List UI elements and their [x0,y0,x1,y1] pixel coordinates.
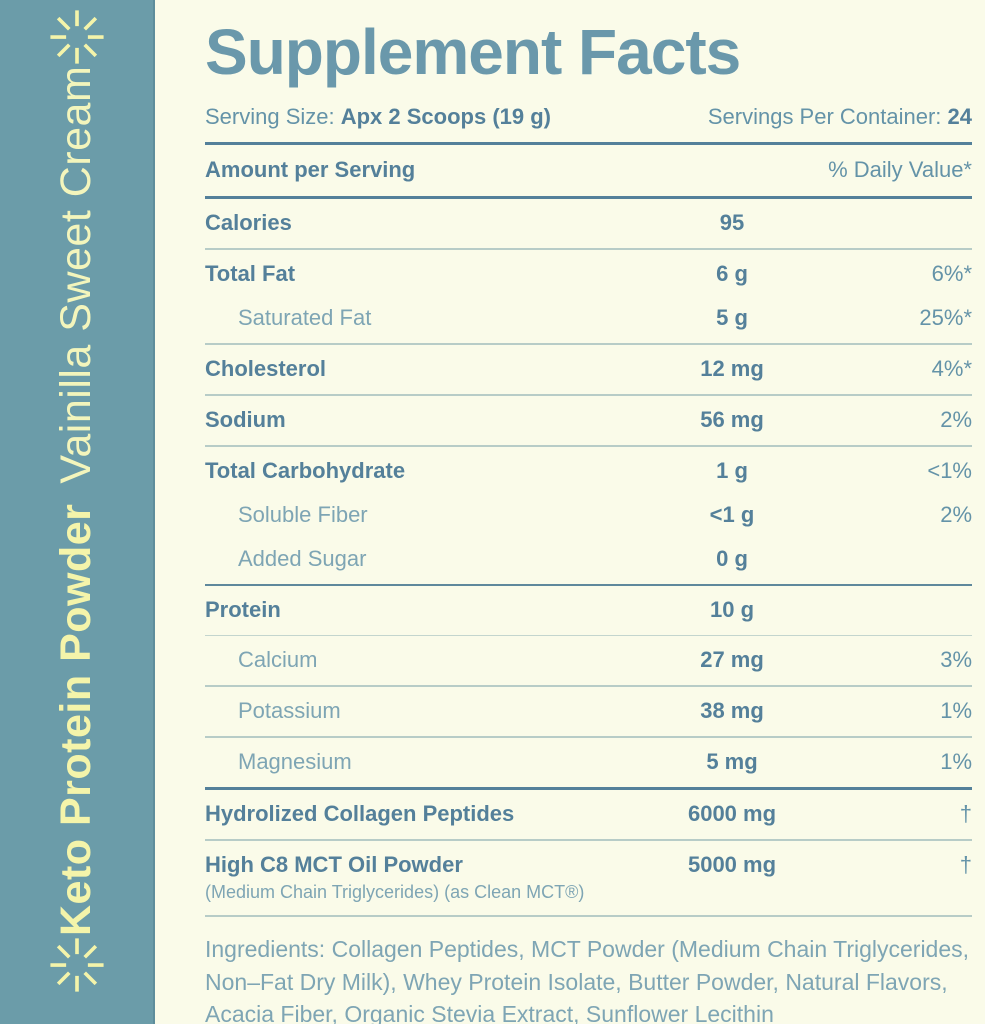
nutrient-amount: 5 mg [706,749,758,774]
ingredient-amount: 6000 mg [687,801,777,826]
divider-thick [205,787,972,790]
facts-panel: Supplement Facts Serving Size: Apx 2 Sco… [155,0,985,1024]
page-title: Supplement Facts [205,16,741,88]
nutrient-label: Saturated Fat [238,305,372,330]
nutrient-amount: 27 mg [700,647,764,672]
divider-thin [205,343,972,345]
table-header-row: Amount per Serving % Daily Value* [205,145,972,196]
nutrient-amount: 5 g [716,305,748,330]
nutrient-amount: 0 g [716,546,748,571]
divider-thick [205,196,972,199]
nutrient-dv: 6%* [931,261,972,286]
servings-per-container: Servings Per Container: 24 [708,104,972,130]
nutrient-amount: 56 mg [700,407,764,432]
ingredient-name: High C8 MCT Oil Powder [205,852,463,877]
nutrient-dv: 25%* [919,305,972,330]
nutrient-label: Calcium [238,647,318,672]
divider-thin [205,915,972,917]
divider-thin [205,685,972,687]
servings-per-container-value: 24 [947,104,972,129]
table-row: Total Carbohydrate 1 g <1% [205,447,972,496]
table-row: Calories 95 [205,199,972,248]
table-row: Sodium 56 mg 2% [205,396,972,445]
flavor-sidebar: Keto Protein Powder Vainilla Sweet Cream [0,0,155,1024]
nutrient-amount: 10 g [709,597,755,622]
servings-per-container-label: Servings Per Container: [707,104,948,129]
table-row: Cholesterol 12 mg 4%* [205,345,972,394]
divider-thick [205,142,972,145]
nutrient-dv: 1% [940,698,972,723]
daily-value-dagger: † [959,801,972,826]
divider-medium [205,584,972,586]
nutrient-amount: 12 mg [700,356,764,381]
nutrient-label: Calories [205,210,292,235]
ingredient-label: High C8 MCT Oil Powder (Medium Chain Tri… [205,852,632,903]
nutrient-dv: 2% [940,407,972,432]
nutrient-amount: <1 g [709,502,755,527]
nutrient-dv: 1% [940,749,972,774]
divider-thin [205,445,972,447]
table-row: Total Fat 6 g 6%* [205,250,972,299]
daily-value-dagger: † [959,852,972,877]
daily-value-header: % Daily Value* [828,157,972,182]
nutrient-amount: 38 mg [700,698,764,723]
starburst-icon [49,938,104,992]
nutrient-dv: 4%* [931,356,972,381]
nutrient-amount: 1 g [716,458,748,483]
table-row: Protein 10 g [205,586,972,635]
nutrient-amount: 6 g [716,261,748,286]
table-row: Soluble Fiber <1 g 2% [205,496,972,540]
divider-thin [205,635,972,636]
nutrient-dv: <1% [927,458,972,483]
nutrient-label: Added Sugar [238,546,367,571]
sidebar-label: Keto Protein Powder Vainilla Sweet Cream [52,66,101,936]
starburst-icon [49,10,104,64]
divider-thin [205,736,972,738]
nutrient-label: Cholesterol [205,356,327,381]
nutrient-label: Soluble Fiber [238,502,368,527]
table-row: Magnesium 5 mg 1% [205,738,972,787]
table-row: Potassium 38 mg 1% [205,687,972,736]
divider-thin [205,394,972,396]
serving-size: Serving Size: Apx 2 Scoops (19 g) [205,104,551,130]
nutrient-dv: 2% [940,502,972,527]
table-row: High C8 MCT Oil Powder (Medium Chain Tri… [205,841,972,915]
ingredient-label: Hydrolized Collagen Peptides [205,801,515,826]
serving-size-value: Apx 2 Scoops (19 g) [340,104,552,129]
nutrient-label: Total Fat [205,261,296,286]
divider-thin [205,248,972,250]
nutrient-label: Potassium [238,698,341,723]
table-row: Saturated Fat 5 g 25%* [205,299,972,343]
ingredient-subnote: (Medium Chain Triglycerides) (as Clean M… [205,882,585,902]
flavor-name: Vainilla Sweet Cream [52,65,100,484]
serving-size-label: Serving Size: [205,104,341,129]
sidebar-vertical-text: Keto Protein Powder Vainilla Sweet Cream [0,0,153,1024]
nutrient-label: Total Carbohydrate [205,458,406,483]
serving-info-row: Serving Size: Apx 2 Scoops (19 g) Servin… [205,104,972,142]
nutrient-label: Protein [205,597,281,622]
nutrient-amount: 95 [719,210,745,235]
divider-thin [205,839,972,841]
nutrient-label: Sodium [205,407,286,432]
ingredients-text: Ingredients: Collagen Peptides, MCT Powd… [205,936,970,1024]
nutrient-label: Magnesium [238,749,352,774]
amount-per-serving-header: Amount per Serving [205,157,416,182]
ingredient-amount: 5000 mg [687,852,777,877]
table-row: Hydrolized Collagen Peptides 6000 mg † [205,790,972,839]
table-row: Added Sugar 0 g [205,540,972,584]
product-name: Keto Protein Powder [52,503,100,936]
nutrient-dv: 3% [940,647,972,672]
table-row: Calcium 27 mg 3% [205,636,972,685]
